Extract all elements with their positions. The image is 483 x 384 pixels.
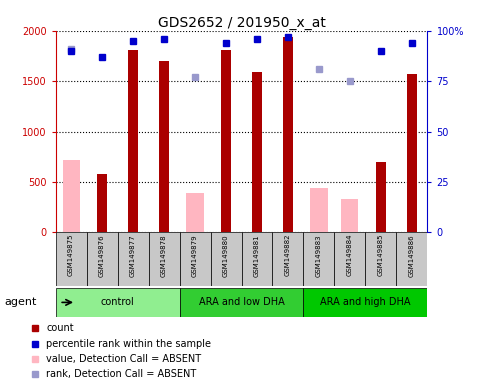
Bar: [242, 232, 272, 286]
Bar: [311, 188, 327, 232]
Bar: [397, 232, 427, 286]
Bar: [366, 232, 397, 286]
Text: GSM149883: GSM149883: [316, 234, 322, 276]
Text: GSM149881: GSM149881: [254, 234, 260, 276]
Bar: [221, 50, 231, 232]
Bar: [407, 74, 417, 232]
Bar: [62, 160, 80, 232]
Bar: [128, 50, 138, 232]
Text: GSM149875: GSM149875: [68, 234, 74, 276]
Bar: [56, 232, 86, 286]
Text: GSM149885: GSM149885: [378, 234, 384, 276]
Bar: [56, 288, 180, 317]
Text: rank, Detection Call = ABSENT: rank, Detection Call = ABSENT: [46, 369, 197, 379]
Bar: [334, 232, 366, 286]
Bar: [376, 162, 385, 232]
Bar: [341, 199, 358, 232]
Title: GDS2652 / 201950_x_at: GDS2652 / 201950_x_at: [157, 16, 326, 30]
Text: GSM149882: GSM149882: [285, 234, 291, 276]
Text: GSM149877: GSM149877: [130, 234, 136, 276]
Text: GSM149886: GSM149886: [409, 234, 415, 276]
Text: value, Detection Call = ABSENT: value, Detection Call = ABSENT: [46, 354, 201, 364]
Bar: [180, 232, 211, 286]
Bar: [159, 61, 169, 232]
Bar: [98, 174, 107, 232]
Text: control: control: [100, 297, 134, 308]
Bar: [252, 72, 262, 232]
Text: percentile rank within the sample: percentile rank within the sample: [46, 339, 212, 349]
Text: GSM149879: GSM149879: [192, 234, 198, 276]
Bar: [180, 288, 303, 317]
Text: GSM149878: GSM149878: [161, 234, 167, 276]
Bar: [186, 193, 203, 232]
Text: ARA and low DHA: ARA and low DHA: [199, 297, 284, 308]
Text: count: count: [46, 323, 74, 333]
Bar: [303, 288, 427, 317]
Text: ARA and high DHA: ARA and high DHA: [320, 297, 411, 308]
Bar: [211, 232, 242, 286]
Bar: [284, 37, 293, 232]
Bar: [117, 232, 149, 286]
Bar: [303, 232, 334, 286]
Text: agent: agent: [5, 297, 37, 308]
Bar: [86, 232, 117, 286]
Bar: [272, 232, 303, 286]
Text: GSM149880: GSM149880: [223, 234, 229, 276]
Text: GSM149876: GSM149876: [99, 234, 105, 276]
Bar: [149, 232, 180, 286]
Text: GSM149884: GSM149884: [347, 234, 353, 276]
